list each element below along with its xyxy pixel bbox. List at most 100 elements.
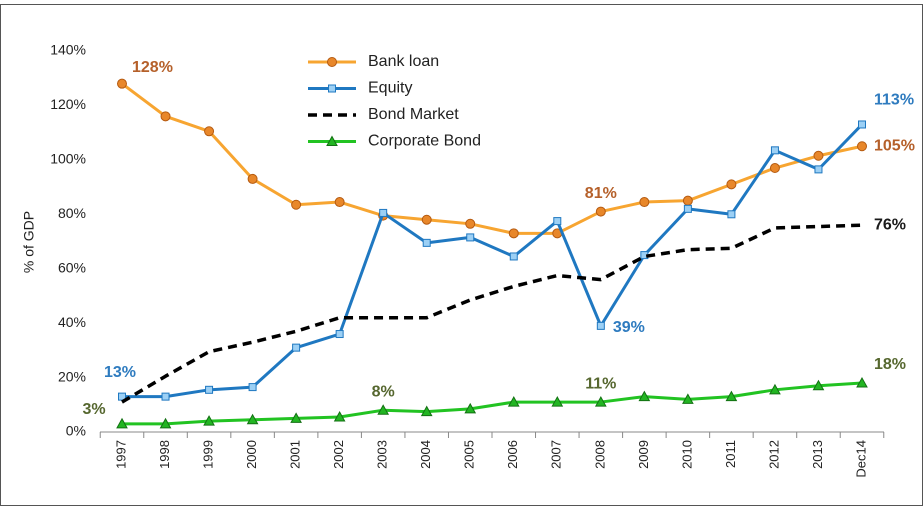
data-label: 13% (104, 364, 136, 381)
marker (508, 228, 519, 239)
marker (639, 197, 650, 208)
marker (333, 411, 346, 422)
marker (769, 383, 781, 395)
marker (203, 415, 215, 426)
x-tick-label: 2011 (723, 440, 738, 468)
marker (161, 392, 170, 401)
data-label: 105% (874, 137, 915, 154)
series-2: 76% (121, 216, 906, 404)
series-3: 3% 8% 11% 18% (82, 356, 906, 429)
marker (159, 417, 172, 429)
x-tick-label: Dec14 (853, 440, 868, 478)
data-label: 39% (613, 319, 645, 336)
y-tick-label: 100% (50, 151, 86, 167)
marker (725, 390, 738, 402)
marker (420, 405, 433, 417)
legend-label: Bank loan (368, 53, 439, 70)
marker (594, 396, 607, 407)
marker (813, 150, 824, 161)
marker (248, 383, 257, 392)
marker (727, 210, 736, 219)
marker (464, 402, 477, 414)
marker (379, 208, 388, 217)
x-tick-label: 2008 (592, 440, 607, 469)
marker (160, 111, 171, 122)
marker (509, 252, 518, 261)
data-label: 113% (874, 92, 914, 109)
data-label: 76% (874, 216, 906, 233)
marker (247, 173, 258, 184)
marker (377, 404, 390, 415)
series-line (122, 381, 863, 426)
y-tick-label: 0% (66, 423, 86, 439)
marker (683, 204, 692, 213)
x-tick-label: 1997 (113, 440, 128, 469)
x-tick-label: 1998 (157, 440, 172, 469)
y-tick-label: 140% (50, 42, 86, 58)
marker (290, 412, 302, 423)
series-line (122, 123, 864, 399)
marker (596, 321, 605, 330)
data-label: 18% (874, 356, 906, 373)
marker (334, 197, 345, 208)
marker (422, 238, 431, 247)
legend: Bank loan Equity Bond Market Corporate Bond (308, 53, 481, 150)
legend-marker (326, 135, 338, 146)
data-label: 11% (585, 375, 616, 392)
x-tick-label: 2004 (418, 440, 433, 469)
series-0: 128% 81% 105% (117, 59, 915, 239)
marker (814, 165, 823, 174)
x-tick-label: 2002 (331, 440, 346, 469)
x-tick-label: 2000 (244, 440, 259, 469)
legend-label: Equity (368, 80, 412, 97)
data-label: 81% (585, 185, 617, 202)
x-tick-label: 2003 (375, 440, 390, 469)
marker (507, 396, 520, 407)
x-tick-label: 2006 (505, 440, 520, 469)
y-tick-label: 120% (50, 96, 86, 112)
marker (726, 179, 737, 190)
marker (812, 379, 825, 391)
x-tick-label: 2013 (810, 440, 825, 469)
series-1: 13% 39% 113% (104, 92, 914, 401)
marker (595, 206, 606, 217)
x-tick-label: 1999 (200, 440, 215, 469)
marker (291, 199, 302, 210)
data-label: 8% (372, 383, 395, 400)
marker (465, 218, 476, 229)
marker (770, 146, 779, 155)
marker (117, 78, 127, 89)
marker (856, 376, 868, 388)
y-tick-label: 80% (58, 205, 86, 221)
y-axis-label: % of GDP (21, 211, 37, 273)
x-tick-label: 2010 (679, 440, 694, 469)
series-line (121, 223, 863, 404)
marker (682, 393, 694, 404)
marker (553, 217, 562, 226)
series-line (121, 82, 863, 235)
data-label: 128% (132, 59, 173, 76)
marker (858, 120, 866, 129)
data-label: 3% (82, 401, 105, 418)
x-tick-label: 2009 (636, 440, 651, 469)
marker (246, 413, 259, 425)
marker (116, 417, 128, 429)
marker (638, 390, 651, 402)
x-tick-label: 2001 (288, 440, 303, 469)
x-tick-label: 2005 (462, 440, 477, 469)
x-tick-label: 2007 (549, 440, 564, 469)
marker (466, 233, 475, 242)
marker (857, 141, 867, 152)
frame (0, 4, 923, 506)
marker (769, 163, 780, 174)
legend-marker (328, 84, 336, 93)
x-tick-label: 2012 (766, 440, 781, 469)
y-tick-label: 40% (58, 314, 86, 330)
legend-label: Bond Market (368, 106, 459, 123)
legend-marker (327, 57, 337, 67)
marker (682, 195, 693, 206)
y-tick-label: 60% (58, 259, 86, 275)
marker (204, 126, 215, 137)
marker (551, 396, 564, 407)
